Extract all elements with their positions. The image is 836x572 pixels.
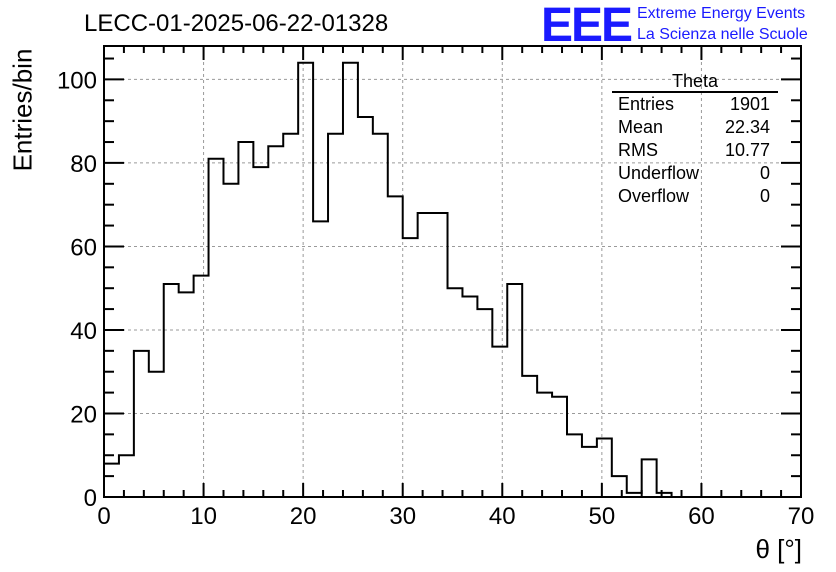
y-tick-label: 80 [70,151,97,178]
y-tick-label: 0 [84,485,97,512]
stats-row-underflow: Underflow 0 [612,162,778,185]
stats-box: Theta Entries 1901 Mean 22.34 RMS 10.77 … [612,71,778,208]
stats-row-mean: Mean 22.34 [612,116,778,139]
y-axis-label: Entries/bin [7,48,38,172]
stats-label: Mean [618,117,664,137]
x-tick-label: 60 [688,503,715,530]
axis-ticks [103,46,802,498]
stats-label: Overflow [618,186,690,206]
x-tick-label: 10 [190,503,217,530]
eee-logo-mark: EEE [541,0,633,52]
y-tick-label: 40 [70,318,97,345]
logo-line-1: Extreme Energy Events [637,5,806,22]
stats-row-rms: RMS 10.77 [612,139,778,162]
y-tick-label: 100 [57,67,97,94]
grid-lines [104,46,801,497]
x-tick-label: 0 [97,503,110,530]
stats-value: 0 [759,163,770,183]
x-tick-label: 20 [290,503,317,530]
x-tick-label: 70 [788,503,815,530]
stats-row-entries: Entries 1901 [612,93,778,116]
eee-logo-text: Extreme Energy Events La Scienza nelle S… [637,3,808,45]
x-tick-label: 30 [389,503,416,530]
x-tick-label: 50 [589,503,616,530]
chart-title: LECC-01-2025-06-22-01328 [84,10,389,37]
y-tick-label: 20 [70,401,97,428]
stats-label: RMS [618,140,658,160]
stats-value: 10.77 [724,140,770,160]
stats-label: Underflow [618,163,700,183]
plot-frame [103,45,802,498]
x-tick-label: 40 [489,503,516,530]
y-tick-label: 60 [70,234,97,261]
x-axis-label: θ [°] [755,534,802,564]
stats-row-overflow: Overflow 0 [612,185,778,208]
stats-title: Theta [612,71,778,93]
stats-label: Entries [618,94,675,114]
logo-line-2: La Scienza nelle Scuole [637,26,808,43]
stats-value: 0 [759,186,770,206]
stats-value: 1901 [729,94,770,114]
histogram-step-line [104,61,687,498]
stats-value: 22.34 [724,117,770,137]
axis-tick-labels: 0 10 20 30 40 50 60 70 0 20 40 60 80 100 [57,67,814,530]
